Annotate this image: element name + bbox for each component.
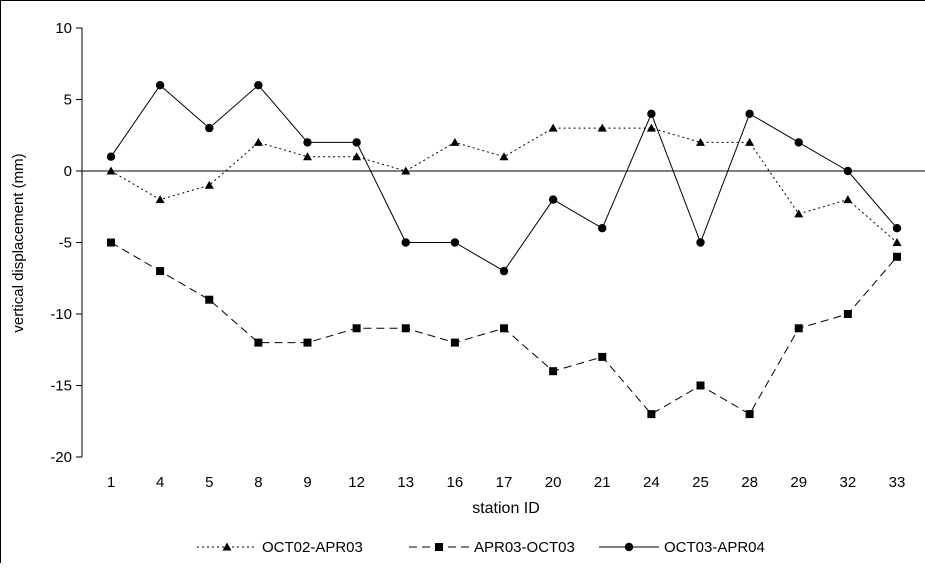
x-tick-label: 32 xyxy=(840,474,857,491)
y-tick-label: -10 xyxy=(50,306,72,323)
y-tick-label: -5 xyxy=(59,235,72,252)
data-point xyxy=(745,109,754,119)
data-point xyxy=(155,81,165,90)
data-point xyxy=(303,338,312,347)
x-tick-label: 1 xyxy=(107,474,115,491)
legend: OCT02-APR03 APR03-OCT03 OCT03-APR04 xyxy=(197,539,765,556)
x-tick-label: 9 xyxy=(303,474,311,491)
data-point xyxy=(450,338,459,347)
legend-marker xyxy=(624,542,634,552)
data-point xyxy=(106,166,116,175)
data-point xyxy=(106,152,116,161)
data-point xyxy=(254,338,263,347)
data-point xyxy=(548,195,558,204)
x-tick-label: 21 xyxy=(594,474,611,491)
x-axis-label: station ID xyxy=(472,500,540,517)
axes-layer: 10 5 0 -5 -10 -15 -20 1 4 5 8 9 12 13 16 17 20 21 24 25 28 29… xyxy=(50,20,925,491)
data-point xyxy=(303,152,312,161)
legend-item: OCT02-APR03 xyxy=(197,539,363,556)
series-oct03-apr04 xyxy=(106,81,902,276)
data-point xyxy=(499,152,509,161)
data-point xyxy=(450,137,460,146)
y-tick-label: 10 xyxy=(55,20,72,37)
data-point xyxy=(892,224,902,233)
data-point xyxy=(794,138,803,147)
y-tick-label: 0 xyxy=(64,163,72,180)
x-tick-label: 28 xyxy=(741,474,758,491)
legend-item: OCT03-APR04 xyxy=(599,539,765,556)
data-point xyxy=(647,410,656,419)
y-tick-label: 5 xyxy=(64,92,72,109)
legend-label: OCT03-APR04 xyxy=(664,539,765,556)
legend-item: APR03-OCT03 xyxy=(409,539,575,556)
data-point xyxy=(156,267,165,276)
data-point xyxy=(352,324,361,333)
data-point xyxy=(696,238,705,247)
data-point xyxy=(401,166,411,175)
x-tick-label: 16 xyxy=(447,474,464,491)
data-point xyxy=(352,152,362,161)
x-tick-label: 24 xyxy=(643,474,660,491)
data-point xyxy=(499,266,509,276)
x-tick-label: 29 xyxy=(790,474,807,491)
data-point xyxy=(352,138,361,147)
x-tick-label: 13 xyxy=(397,474,414,491)
data-point xyxy=(303,138,312,147)
data-point xyxy=(597,123,607,132)
x-tick-label: 4 xyxy=(156,474,164,491)
x-tick-label: 25 xyxy=(692,474,709,491)
data-point xyxy=(205,295,214,304)
data-point xyxy=(254,81,263,90)
data-point xyxy=(548,123,558,132)
data-point xyxy=(843,195,853,204)
series-layer xyxy=(106,81,902,419)
x-tick-label: 17 xyxy=(496,474,513,491)
legend-label: APR03-OCT03 xyxy=(474,539,575,556)
data-point xyxy=(745,137,755,146)
data-point xyxy=(598,352,607,361)
data-point xyxy=(745,410,754,419)
data-point xyxy=(107,238,115,247)
data-point xyxy=(549,367,558,376)
data-point xyxy=(450,238,460,247)
data-point xyxy=(500,324,508,333)
data-point xyxy=(253,137,263,146)
data-point xyxy=(696,381,705,390)
data-point xyxy=(843,310,852,318)
data-point xyxy=(843,166,853,176)
data-point xyxy=(696,137,705,146)
data-point xyxy=(794,324,803,333)
series-line xyxy=(110,84,898,272)
legend-label: OCT02-APR03 xyxy=(262,539,363,556)
y-axis-label: vertical displacement (mm) xyxy=(10,153,27,332)
data-point xyxy=(205,123,214,133)
x-tick-label: 12 xyxy=(348,474,365,491)
series-oct02-apr03 xyxy=(106,123,902,246)
data-point xyxy=(598,224,607,233)
y-tick-label: -20 xyxy=(50,449,72,466)
data-point xyxy=(646,123,656,132)
data-point xyxy=(892,238,902,246)
x-tick-label: 20 xyxy=(545,474,562,491)
x-tick-label: 5 xyxy=(205,474,213,491)
data-point xyxy=(647,109,656,119)
y-tick-label: -15 xyxy=(50,378,72,395)
data-point xyxy=(401,238,410,247)
data-point xyxy=(401,324,410,333)
series-line xyxy=(110,127,898,243)
data-point xyxy=(794,209,804,218)
x-tick-label: 8 xyxy=(254,474,262,491)
data-point xyxy=(204,180,214,189)
x-tick-label: 33 xyxy=(889,474,906,491)
legend-marker xyxy=(435,543,443,551)
data-point xyxy=(155,195,165,204)
data-point xyxy=(893,252,901,261)
legend-marker xyxy=(222,542,232,551)
series-apr03-oct03 xyxy=(107,238,901,419)
